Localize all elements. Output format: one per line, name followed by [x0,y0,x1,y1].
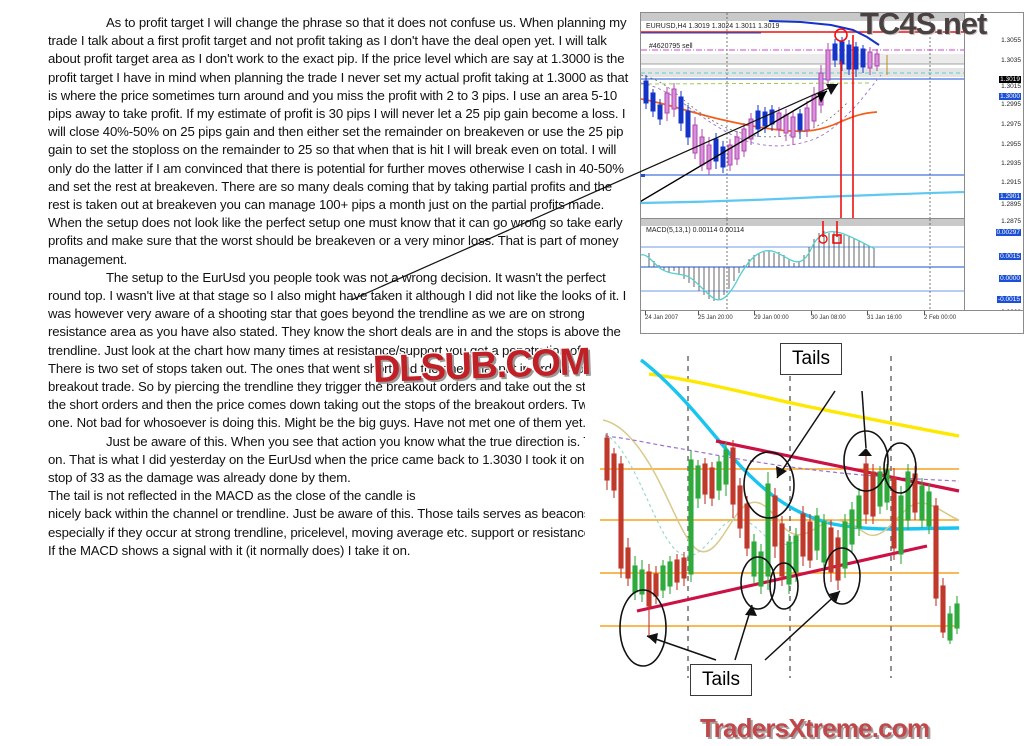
order-label: #4620795 sell [649,43,693,50]
time-axis: 24 Jan 2007 25 Jan 20:00 29 Jan 00:00 30 Ja… [641,310,1023,333]
price-scale-label: 0.00297 [995,229,1021,236]
price-scale-label: 1.3000 [999,93,1021,100]
paragraph: The setup to the EurUsd you people took … [48,269,627,431]
callout-tails-top: Tails [780,343,843,375]
time-axis-tick [698,311,699,315]
price-scale-label: 0.0015 [999,253,1021,260]
price-scale-label: 1.2895 [1001,201,1021,208]
price-scale[interactable]: 1.3055 1.3035 1.3019 1.3015 1.3000 1.2995 1.29… [964,13,1023,311]
mt4-price-chart[interactable]: EURUSD,H4 1.3019 1.3024 1.3011 1.3019 #4… [640,12,1024,334]
article-body: As to profit target I will change the ph… [48,14,636,634]
time-axis-tick [924,311,925,315]
price-scale-label: 1.2995 [1001,101,1021,108]
paragraph: When the setup does not look like the pe… [48,215,623,267]
time-axis-label: 25 Jan 20:00 [698,315,733,321]
price-scale-label: 1.2901 [999,193,1021,200]
price-scale-label: 1.2955 [1001,141,1021,148]
paragraph: The tail is not reflected in the MACD as… [48,488,416,504]
watermark-tc4s: TC4S.net [860,6,987,41]
callout-label: Tails [792,348,831,369]
tails-chart-canvas [585,338,1024,710]
time-axis-label: 24 Jan 2007 [645,315,679,321]
time-axis-tick [867,311,868,315]
price-scale-label: 1.3055 [1001,37,1021,44]
paragraph: As to profit target I will change the ph… [48,15,629,213]
macd-pane[interactable]: MACD(5,13,1) 0.00114 0.00114 [641,219,965,311]
symbol-header: EURUSD,H4 1.3019 1.3024 1.3011 1.3019 [646,23,780,30]
macd-header: MACD(5,13,1) 0.00114 0.00114 [646,227,745,234]
paragraph: nicely back within the channel or trendl… [48,506,631,558]
callout-label: Tails [702,669,741,690]
price-scale-label: 1.2975 [1001,121,1021,128]
watermark-traders: TradersXtreme.com [699,712,931,744]
price-scale-label: 0.0000 [999,275,1021,282]
time-axis-tick [754,311,755,315]
paragraph: Just be aware of this. When you see that… [48,433,622,486]
price-scale-label: 1.2935 [1001,160,1021,167]
time-axis-tick [811,311,812,315]
price-pane[interactable]: EURUSD,H4 1.3019 1.3024 1.3011 1.3019 #4… [641,13,965,219]
price-scale-label: 1.3015 [1001,83,1021,90]
price-scale-label: 1.2915 [1001,179,1021,186]
time-axis-label: 30 Jan 08:00 [811,315,846,321]
price-scale-label: 1.2875 [1001,218,1021,225]
time-axis-label: 29 Jan 00:00 [754,315,789,321]
price-scale-label: 1.3019 [999,76,1021,83]
price-scale-label: -0.0015 [996,296,1021,303]
watermark-dlsub: DLSUB.COM [371,340,592,393]
callout-tails-bottom: Tails [690,664,753,696]
time-axis-tick [645,311,646,315]
time-axis-label: 31 Jan 16:00 [867,315,902,321]
annotated-tails-chart[interactable]: Tails Tails [585,338,1024,710]
time-axis-label: 2 Feb 00:00 [924,315,957,321]
price-scale-label: 1.3035 [1001,57,1021,64]
